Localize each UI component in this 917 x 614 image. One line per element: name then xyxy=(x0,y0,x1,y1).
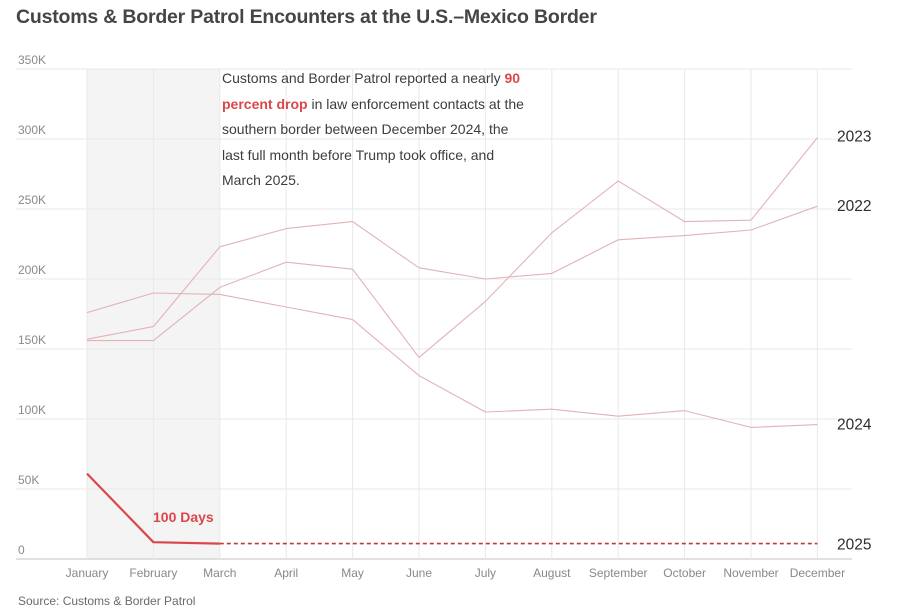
series-label-2022: 2022 xyxy=(837,198,871,215)
chart-title: Customs & Border Patrol Encounters at th… xyxy=(16,6,597,28)
x-tick-label: July xyxy=(475,566,496,580)
x-tick-label: December xyxy=(790,566,845,580)
series-line-2024 xyxy=(86,292,818,428)
series-line-2023 xyxy=(87,137,818,358)
annotation-before: Customs and Border Patrol reported a nea… xyxy=(222,70,505,86)
series-line-2025 xyxy=(86,472,220,545)
x-tick-label: April xyxy=(274,566,298,580)
x-tick-label: January xyxy=(66,566,109,580)
x-tick-label: August xyxy=(533,566,571,580)
y-tick-label: 100K xyxy=(18,403,46,417)
annotation-after: in law enforcement contacts at the south… xyxy=(222,95,524,189)
x-tick-label: March xyxy=(203,566,236,580)
x-tick-label: February xyxy=(129,566,177,580)
x-tick-label: May xyxy=(341,566,364,580)
y-tick-label: 350K xyxy=(18,53,46,67)
y-tick-label: 50K xyxy=(18,473,39,487)
hundred-days-label: 100 Days xyxy=(153,509,214,525)
x-tick-label: November xyxy=(723,566,778,580)
series-line-2022 xyxy=(86,205,818,340)
series-label-2025: 2025 xyxy=(837,537,871,554)
y-tick-label: 300K xyxy=(18,123,46,137)
x-tick-label: June xyxy=(406,566,432,580)
y-tick-label: 200K xyxy=(18,263,46,277)
y-tick-label: 0 xyxy=(18,543,25,557)
x-tick-label: September xyxy=(589,566,648,580)
series-label-2023: 2023 xyxy=(837,129,871,146)
annotation-highlight: 90 percent drop xyxy=(222,70,521,112)
y-tick-label: 250K xyxy=(18,193,46,207)
series-label-2024: 2024 xyxy=(837,417,872,434)
y-tick-label: 150K xyxy=(18,333,46,347)
annotation-text: Customs and Border Patrol reported a nea… xyxy=(222,66,532,194)
source-note: Source: Customs & Border Patrol xyxy=(18,594,196,608)
x-tick-label: October xyxy=(663,566,706,580)
